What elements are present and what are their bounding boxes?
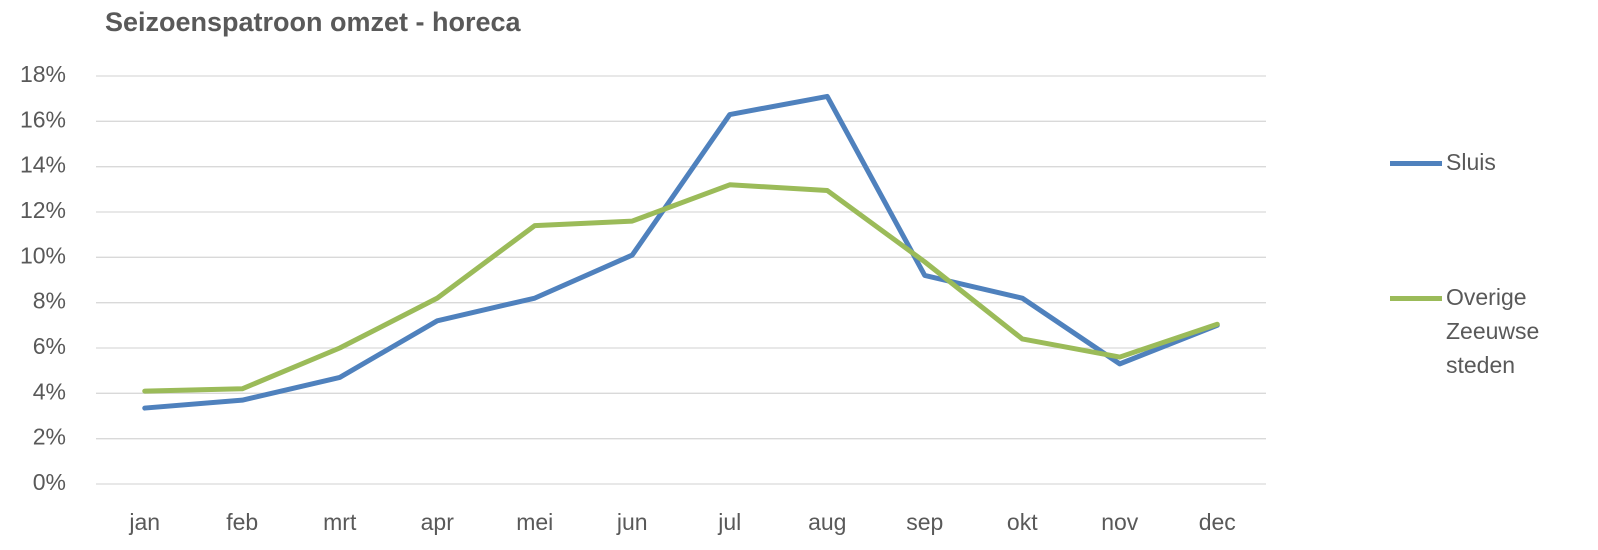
legend-swatch bbox=[1390, 161, 1442, 166]
x-tick-label: okt bbox=[1007, 509, 1038, 535]
y-tick-label: 18% bbox=[20, 61, 66, 87]
y-tick-label: 16% bbox=[20, 106, 66, 132]
x-tick-label: aug bbox=[808, 509, 846, 535]
y-tick-label: 2% bbox=[33, 424, 66, 450]
x-tick-label: jun bbox=[616, 509, 648, 535]
y-tick-label: 14% bbox=[20, 152, 66, 178]
x-tick-label: jul bbox=[717, 509, 741, 535]
x-tick-label: dec bbox=[1199, 509, 1236, 535]
y-tick-label: 0% bbox=[33, 469, 66, 495]
legend-swatch bbox=[1390, 296, 1442, 301]
legend-label: Sluis bbox=[1446, 149, 1496, 175]
x-tick-label: nov bbox=[1101, 509, 1139, 535]
chart-title: Seizoenspatroon omzet - horeca bbox=[105, 7, 522, 37]
x-tick-label: feb bbox=[226, 509, 258, 535]
series-line bbox=[142, 93, 1220, 411]
y-tick-label: 4% bbox=[33, 378, 66, 404]
series-line bbox=[142, 182, 1220, 394]
y-tick-label: 10% bbox=[20, 242, 66, 268]
x-tick-label: jan bbox=[128, 509, 160, 535]
legend-label: Overige Zeeuwse steden bbox=[1446, 284, 1540, 378]
y-tick-label: 12% bbox=[20, 197, 66, 223]
x-tick-label: apr bbox=[421, 509, 455, 535]
x-tick-label: mrt bbox=[323, 509, 357, 535]
y-tick-label: 6% bbox=[33, 333, 66, 359]
x-tick-label: mei bbox=[516, 509, 553, 535]
x-tick-label: sep bbox=[906, 509, 943, 535]
y-tick-label: 8% bbox=[33, 288, 66, 314]
